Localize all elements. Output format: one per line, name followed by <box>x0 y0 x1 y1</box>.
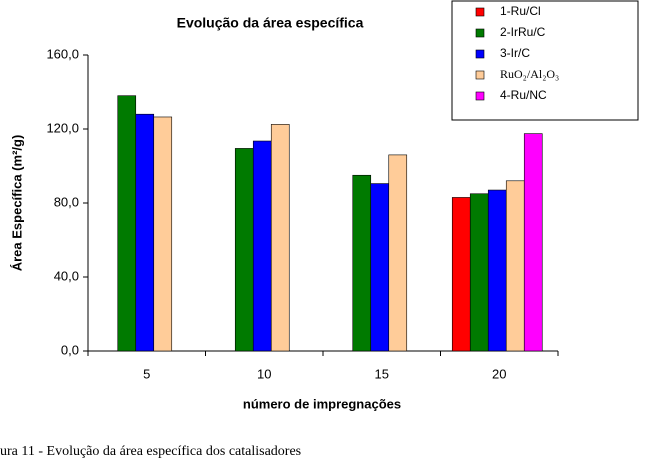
legend-label: RuO₂/Al₂O₃ <box>500 67 559 81</box>
bar <box>370 183 390 352</box>
x-tick-label: 10 <box>257 366 271 381</box>
x-tick-label: 5 <box>143 366 150 381</box>
legend-label: 4-Ru/NC <box>500 88 547 102</box>
legend-label: 1-Ru/Cl <box>500 4 541 18</box>
y-tick-label: 120,0 <box>46 120 79 135</box>
legend-label: 3-Ir/C <box>500 46 530 60</box>
legend-swatch <box>475 28 485 38</box>
bar <box>270 124 290 352</box>
bar <box>153 116 173 352</box>
bar <box>352 174 372 352</box>
bar <box>451 197 471 352</box>
bar <box>487 189 507 352</box>
y-tick-label: 160,0 <box>46 46 79 61</box>
bar <box>388 154 408 352</box>
y-tick-label: 0,0 <box>61 342 79 357</box>
bar <box>234 148 254 352</box>
legend-label: 2-IrRu/C <box>500 25 546 39</box>
bar <box>135 113 155 352</box>
chart-title: Evolução da área específica <box>177 15 364 31</box>
x-tick-label: 15 <box>375 366 389 381</box>
bar <box>252 140 272 352</box>
bar <box>523 133 543 352</box>
x-axis-title: número de impregnações <box>243 396 401 411</box>
bar <box>505 180 525 352</box>
bar <box>469 193 489 352</box>
y-axis-title: Área Específica (m²/g) <box>9 135 24 272</box>
x-tick-label: 20 <box>492 366 506 381</box>
legend-swatch <box>475 49 485 59</box>
legend-swatch <box>475 7 485 17</box>
legend-swatch <box>475 91 485 101</box>
caption: ura 11 - Evolução da área específica dos… <box>0 444 301 459</box>
bar <box>117 95 137 352</box>
legend-swatch <box>475 70 485 80</box>
y-tick-label: 40,0 <box>54 268 79 283</box>
y-tick-label: 80,0 <box>54 194 79 209</box>
